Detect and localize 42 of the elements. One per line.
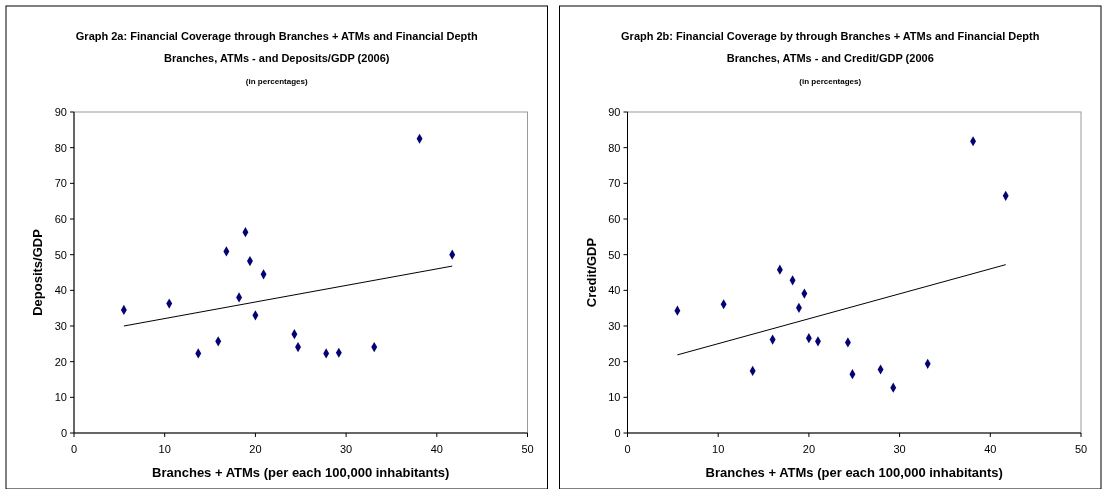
y-tick-label: 70 [608, 177, 621, 190]
x-tick-label: 0 [624, 443, 631, 455]
x-tick-label: 0 [70, 443, 78, 455]
x-tick-label: 20 [802, 443, 816, 455]
y-tick-label: 40 [608, 284, 621, 297]
y-tick-label: 60 [608, 213, 621, 225]
y-tick-label: 80 [54, 141, 67, 154]
y-axis-title: Credit/GDP [583, 237, 599, 308]
chart-subtitle: Branches, ATMs - and Deposits/GDP (2006) [164, 52, 390, 64]
y-tick-label: 60 [54, 213, 67, 225]
x-tick-label: 40 [430, 443, 443, 455]
x-tick-label: 30 [339, 443, 353, 455]
y-tick-label: 80 [608, 141, 621, 154]
x-tick-label: 10 [712, 443, 725, 455]
x-axis-title: Branches + ATMs (per each 100,000 inhabitants) [152, 465, 450, 480]
y-tick-label: 90 [608, 106, 621, 118]
x-tick-label: 40 [984, 443, 997, 455]
y-tick-label: 0 [60, 427, 67, 439]
y-tick-label: 20 [54, 355, 67, 368]
chart-title: Graph 2b: Financial Coverage by through Branches + ATMs and Financial Depth [621, 30, 1040, 42]
chart-title: Graph 2a: Financial Coverage through Branches + ATMs and Financial Depth [75, 30, 478, 42]
y-tick-label: 30 [54, 320, 67, 332]
x-tick-label: 10 [158, 443, 171, 455]
y-tick-label: 10 [54, 391, 67, 404]
text: (in percentages) [245, 77, 308, 86]
x-tick-label: 50 [521, 443, 534, 455]
y-tick-label: 20 [608, 355, 621, 368]
y-tick-label: 50 [54, 248, 67, 261]
y-tick-label: 0 [614, 427, 621, 439]
x-tick-label: 30 [893, 443, 906, 455]
y-tick-label: 40 [54, 284, 67, 297]
y-tick-label: 10 [608, 391, 621, 404]
y-axis-title: Deposits/GDP [30, 228, 45, 316]
y-tick-label: 50 [608, 248, 621, 261]
x-tick-label: 20 [249, 443, 262, 455]
x-axis-title: Branches + ATMs (per each 100,000 inhabitants) [705, 465, 1003, 480]
x-tick-label: 50 [1074, 443, 1088, 455]
y-tick-label: 30 [608, 320, 621, 332]
y-tick-label: 90 [54, 106, 67, 118]
y-tick-label: 70 [54, 177, 67, 190]
chart-subtitle: Branches, ATMs - and Credit/GDP (2006 [726, 52, 934, 64]
text: (in percentages) [799, 77, 862, 86]
